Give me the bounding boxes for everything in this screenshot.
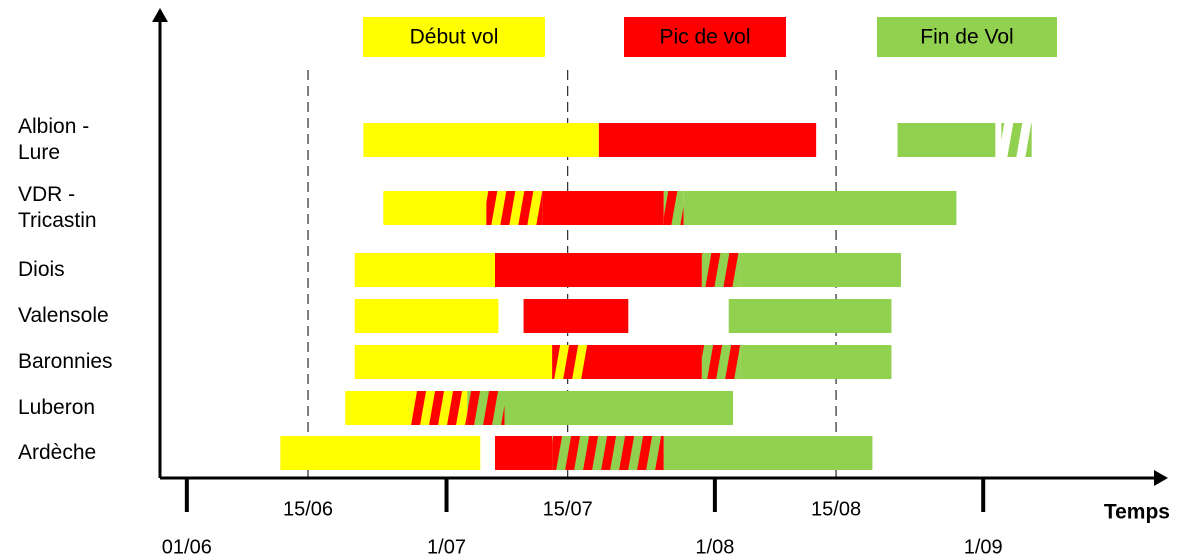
bar-segment (467, 391, 505, 425)
legend-label: Début vol (410, 26, 499, 49)
bar-segment (486, 191, 543, 225)
bar-segment (411, 391, 468, 425)
bar-segment (345, 391, 412, 425)
row-label-line: VDR - (18, 183, 75, 206)
x-tick-label: 15/07 (543, 498, 593, 520)
x-tick-label: 1/09 (964, 536, 1003, 558)
row-label: Luberon (18, 396, 95, 419)
bar-segment (683, 191, 957, 225)
row-label: VDR - Tricastin (18, 183, 97, 232)
bar-segment (897, 123, 996, 157)
legend-swatch (624, 17, 786, 57)
bar-segment (542, 191, 664, 225)
row-label-line: Albion - (18, 115, 89, 138)
legend-label: Pic de vol (659, 26, 750, 49)
bar-segment (739, 253, 901, 287)
row-label: Diois (18, 258, 65, 281)
row-label-line: Tricastin (18, 209, 97, 232)
row-label: Ardèche (18, 441, 96, 464)
bar-segment (495, 253, 702, 287)
bar-segment (354, 345, 553, 379)
bar-segment (504, 391, 734, 425)
row-label-line: Valensole (18, 304, 109, 327)
bar-segment (701, 345, 741, 379)
bar-segment (495, 436, 553, 470)
row-label: Valensole (18, 304, 109, 327)
x-tick-label: 15/06 (283, 498, 333, 520)
y-axis-arrow (152, 8, 168, 22)
bar-segment (552, 345, 589, 379)
bar-segment (663, 436, 873, 470)
x-tick-label: 01/06 (162, 536, 212, 558)
bar-segment (701, 253, 740, 287)
bar-segment (663, 191, 684, 225)
bar-segment (363, 123, 599, 157)
row-label-line: Diois (18, 258, 65, 281)
x-axis-arrow (1154, 470, 1168, 486)
bar-segment (552, 436, 664, 470)
row-label-line: Baronnies (18, 350, 113, 373)
bar-segment (728, 299, 892, 333)
x-axis-label: Temps (1104, 501, 1170, 524)
row-label-line: Ardèche (18, 441, 96, 464)
row-label-line: Lure (18, 141, 60, 164)
row-label: Albion - Lure (18, 115, 89, 164)
legend-swatch (877, 17, 1057, 57)
row-label-line: Luberon (18, 396, 95, 419)
x-tick-label: 1/07 (427, 536, 466, 558)
bar-segment (383, 191, 487, 225)
bar-segment (354, 299, 499, 333)
bar-segment (354, 253, 495, 287)
legend-label: Fin de Vol (920, 26, 1013, 49)
bar-segment (1001, 123, 1032, 157)
bar-segment (598, 123, 817, 157)
bar-segment (523, 299, 629, 333)
x-tick-label: 1/08 (695, 536, 734, 558)
legend-swatch (363, 17, 545, 57)
bar-segment (740, 345, 892, 379)
bar-segment (280, 436, 481, 470)
x-tick-label: 15/08 (811, 498, 861, 520)
bar-segment (588, 345, 702, 379)
row-label: Baronnies (18, 350, 113, 373)
